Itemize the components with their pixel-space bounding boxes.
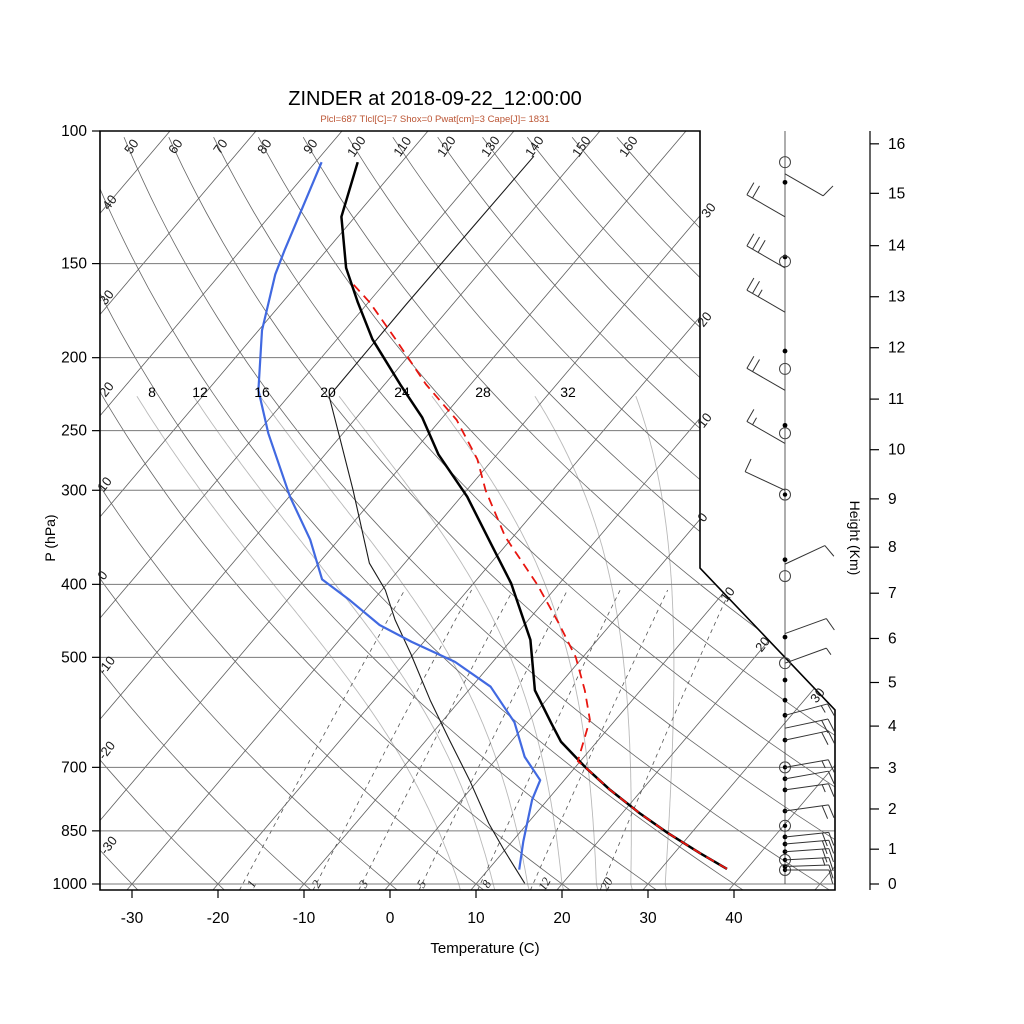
svg-text:-20: -20 (207, 910, 230, 927)
svg-text:70: 70 (210, 136, 231, 156)
svg-text:12: 12 (535, 875, 553, 893)
x-axis-title: Temperature (C) (430, 940, 540, 957)
svg-text:0: 0 (694, 510, 710, 525)
svg-text:9: 9 (888, 491, 897, 508)
svg-text:16: 16 (254, 384, 270, 400)
svg-text:0: 0 (386, 910, 395, 927)
svg-text:2: 2 (888, 801, 897, 818)
svg-text:0: 0 (94, 568, 110, 583)
svg-text:100: 100 (61, 123, 87, 140)
svg-text:3: 3 (355, 878, 371, 891)
svg-text:40: 40 (725, 910, 743, 927)
svg-text:1: 1 (888, 841, 897, 858)
svg-text:8: 8 (148, 384, 156, 400)
svg-text:140: 140 (522, 133, 547, 159)
svg-text:250: 250 (61, 423, 87, 440)
pressure-axis-title: P (hPa) (42, 514, 58, 562)
svg-text:5: 5 (888, 674, 897, 691)
svg-text:7: 7 (888, 585, 897, 602)
svg-text:160: 160 (616, 133, 641, 159)
svg-text:300: 300 (61, 482, 87, 499)
svg-text:150: 150 (61, 256, 87, 273)
svg-text:28: 28 (475, 384, 491, 400)
svg-text:10: 10 (94, 474, 115, 495)
svg-text:200: 200 (61, 350, 87, 367)
svg-text:4: 4 (888, 718, 897, 735)
svg-text:400: 400 (61, 576, 87, 593)
parcel-curve (349, 279, 728, 870)
svg-text:-30: -30 (121, 910, 144, 927)
svg-text:50: 50 (121, 136, 142, 156)
temperature-axis: -30 -20 -10 0 10 20 30 40 (121, 890, 743, 927)
svg-text:24: 24 (394, 384, 410, 400)
svg-text:20: 20 (553, 910, 571, 927)
svg-text:80: 80 (254, 136, 275, 156)
svg-text:32: 32 (560, 384, 576, 400)
svg-text:0: 0 (888, 876, 897, 893)
svg-text:5: 5 (414, 878, 429, 890)
svg-text:1000: 1000 (53, 876, 88, 893)
svg-text:13: 13 (888, 289, 905, 306)
svg-text:120: 120 (434, 133, 459, 159)
svg-text:16: 16 (888, 136, 905, 153)
grid-lines (100, 131, 835, 890)
svg-text:60: 60 (165, 136, 186, 156)
svg-text:130: 130 (478, 133, 503, 159)
chart-title: ZINDER at 2018-09-22_12:00:00 (288, 88, 582, 110)
svg-text:-20: -20 (95, 738, 118, 762)
isobars (100, 263, 835, 885)
svg-text:850: 850 (61, 823, 87, 840)
chart-parameters-line: Plcl=687 Tlcl[C]=7 Shox=0 Pwat[cm]=3 Cap… (320, 114, 550, 125)
svg-text:14: 14 (888, 238, 906, 255)
svg-text:20: 20 (752, 634, 773, 655)
moist-adiabats (136, 395, 675, 890)
svg-text:700: 700 (61, 759, 87, 776)
sounding-curves (257, 155, 728, 884)
dewpoint-curve (257, 161, 542, 870)
svg-text:15: 15 (888, 185, 905, 202)
svg-text:500: 500 (61, 649, 87, 666)
svg-text:110: 110 (390, 134, 414, 160)
svg-text:90: 90 (300, 136, 321, 156)
svg-text:2: 2 (309, 878, 324, 890)
svg-text:10: 10 (467, 910, 485, 927)
height-axis-title: Height (Km) (847, 500, 863, 576)
svg-text:100: 100 (344, 133, 369, 159)
svg-text:3: 3 (888, 760, 897, 777)
svg-text:8: 8 (888, 539, 897, 556)
mixing-ratio-lines (239, 589, 731, 890)
pressure-axis: 100 150 200 250 300 400 500 700 850 1000 (53, 123, 100, 893)
svg-text:10: 10 (888, 442, 906, 459)
svg-text:20: 20 (694, 309, 715, 330)
grid-labels: 50 60 70 80 90 100 110 120 130 140 150 160403020100… (94, 133, 828, 893)
svg-text:11: 11 (888, 391, 904, 408)
svg-text:12: 12 (192, 384, 208, 400)
svg-text:20: 20 (320, 384, 336, 400)
svg-text:30: 30 (639, 910, 657, 927)
temperature-curve (340, 161, 728, 870)
svg-text:30: 30 (698, 200, 719, 221)
svg-text:12: 12 (888, 340, 905, 357)
svg-text:20: 20 (96, 379, 117, 400)
svg-text:1: 1 (244, 878, 259, 890)
svg-text:40: 40 (99, 192, 120, 213)
svg-text:10: 10 (694, 410, 715, 431)
plot-frame (99, 130, 836, 891)
svg-text:150: 150 (569, 133, 594, 159)
svg-text:30: 30 (807, 685, 828, 706)
svg-text:6: 6 (888, 630, 897, 647)
svg-text:10: 10 (717, 584, 738, 605)
wind-barb-column (744, 131, 835, 884)
svg-text:30: 30 (96, 287, 117, 308)
svg-text:-10: -10 (293, 910, 316, 927)
wet_bulb-curve (328, 155, 535, 884)
